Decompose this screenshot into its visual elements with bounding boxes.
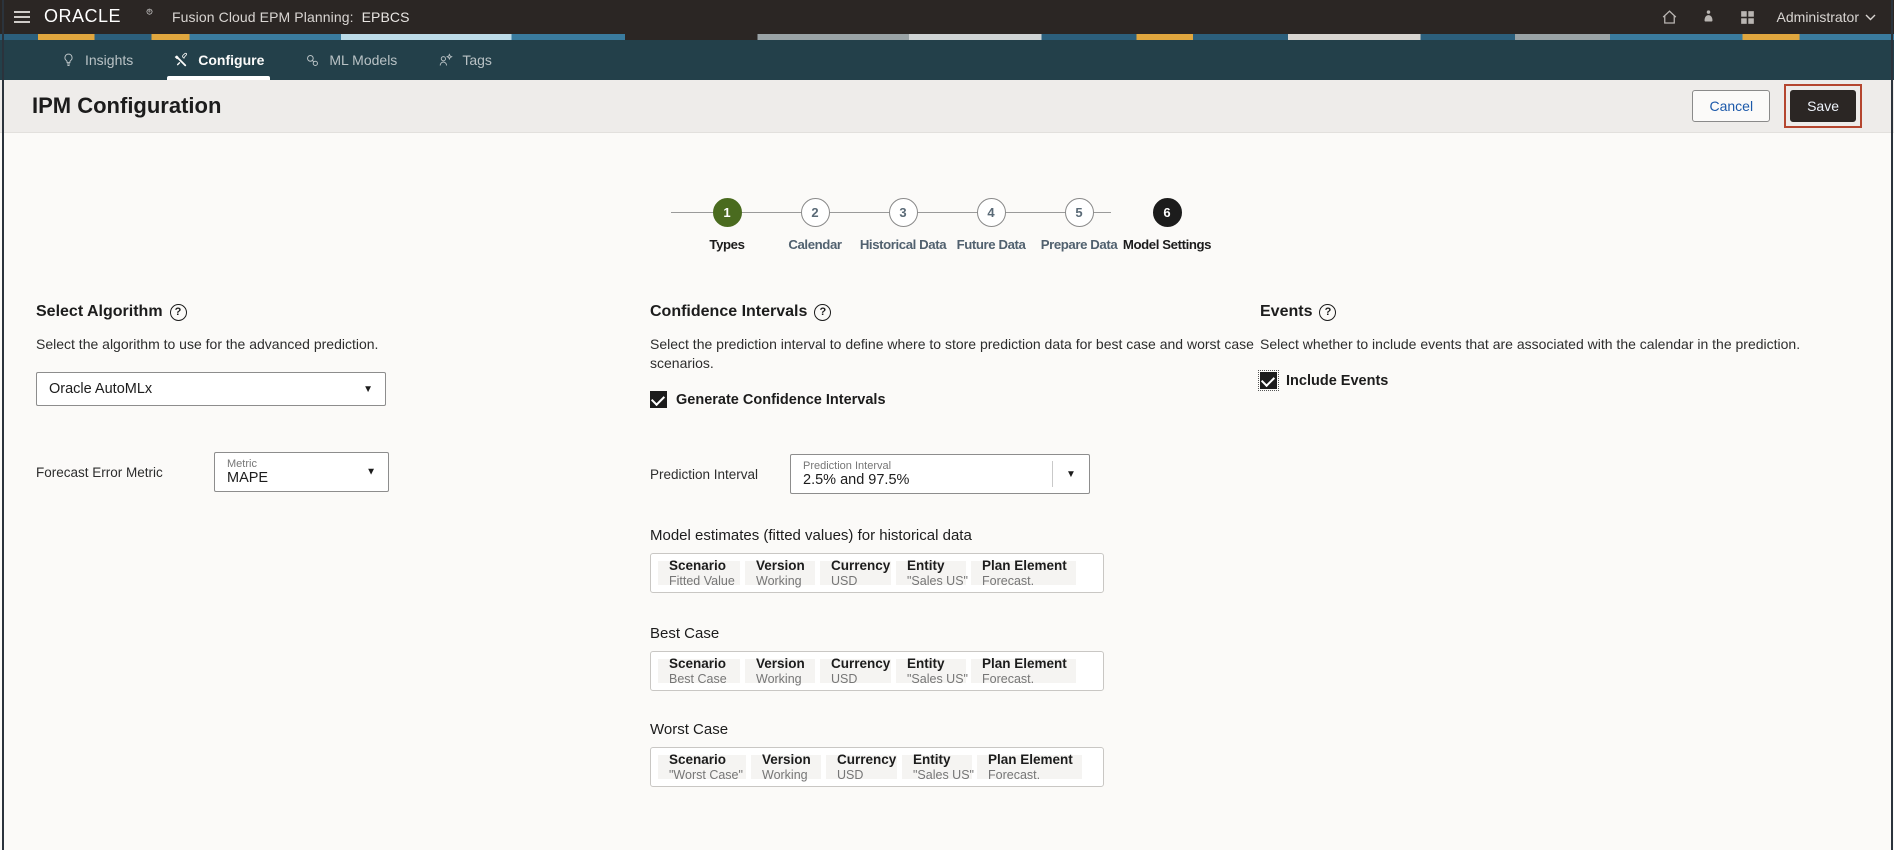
svg-text:ORACLE: ORACLE	[44, 8, 121, 26]
svg-text:®: ®	[148, 10, 151, 14]
